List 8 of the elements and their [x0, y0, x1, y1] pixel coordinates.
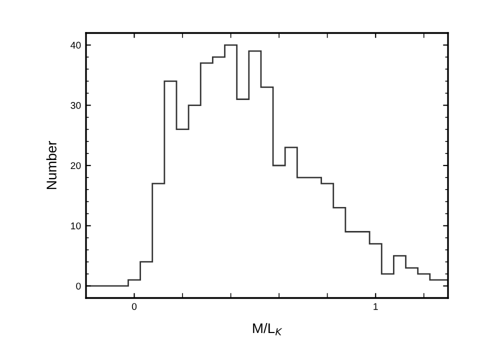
y-tick-label: 10 [71, 222, 81, 230]
y-axis-title: Number [46, 141, 56, 190]
x-tick-label: 1 [374, 303, 378, 310]
y-tick-label: 30 [70, 102, 81, 109]
x-axis-title: M/L$_{K}$ [253, 322, 282, 336]
y-tick-label: 0 [76, 282, 81, 290]
y-tick-label: 40 [70, 42, 81, 49]
y-tick-label: 20 [70, 162, 81, 170]
